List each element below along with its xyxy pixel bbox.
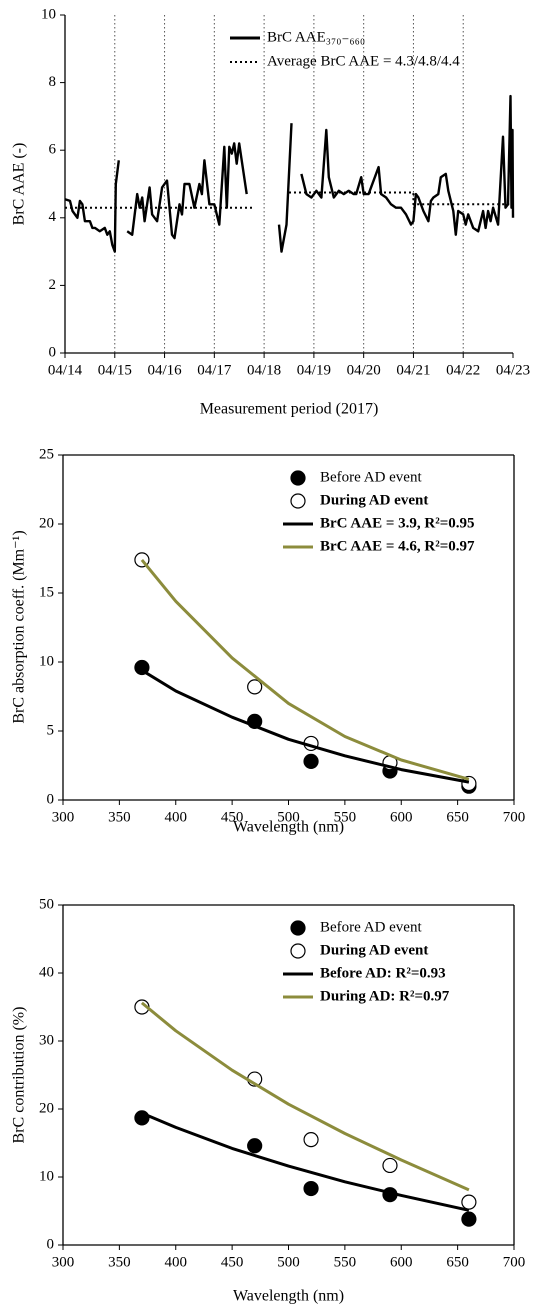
data-point [461, 1194, 477, 1210]
x-tick-label: 04/15 [98, 362, 132, 378]
x-tick-label: 04/22 [446, 362, 480, 378]
data-point [382, 1157, 398, 1174]
y-tick-label: 2 [49, 277, 57, 293]
x-axis-label: Measurement period (2017) [200, 401, 379, 418]
x-tick-label: 500 [277, 1254, 300, 1270]
x-axis-label: Wavelength (nm) [233, 819, 344, 836]
x-tick-label: 550 [334, 1254, 357, 1270]
data-point [461, 1211, 477, 1227]
legend-label: Before AD event [320, 469, 422, 485]
y-axis-label: BrC AAE (-) [11, 143, 28, 226]
data-point [303, 1180, 319, 1197]
data-point [303, 1131, 319, 1148]
y-tick-label: 0 [49, 344, 57, 360]
x-tick-label: 500 [277, 809, 300, 825]
series-line [141, 669, 470, 784]
x-tick-label: 04/14 [48, 362, 83, 378]
y-tick-label: 20 [39, 1100, 54, 1116]
x-tick-label: 550 [334, 809, 357, 825]
data-point [303, 753, 319, 769]
series-line [141, 1111, 470, 1212]
y-tick-label: 10 [39, 1168, 54, 1184]
y-tick-label: 15 [39, 584, 54, 600]
y-tick-label: 25 [39, 446, 54, 462]
y-tick-label: 8 [49, 74, 57, 90]
series-line [65, 191, 513, 209]
x-tick-label: 04/18 [247, 362, 281, 378]
y-axis-label: BrC contribution (%) [11, 1007, 28, 1144]
legend-label: BrC AAE = 4.6, R²=0.97 [320, 538, 475, 554]
y-tick-label: 6 [49, 142, 57, 158]
legend-swatch [290, 920, 306, 936]
y-axis-label: BrC absorption coeff. (Mm⁻¹) [11, 530, 28, 723]
y-tick-label: 0 [47, 1236, 55, 1252]
x-tick-label: 400 [165, 1254, 188, 1270]
y-tick-label: 30 [39, 1032, 54, 1048]
data-point [134, 1110, 150, 1126]
y-tick-label: 10 [41, 6, 56, 22]
legend-label: BrC AAE = 3.9, R²=0.95 [320, 515, 475, 531]
x-tick-label: 04/19 [297, 362, 331, 378]
x-tick-label: 04/16 [147, 362, 182, 378]
legend-label: During AD event [320, 492, 428, 508]
legend-swatch [290, 470, 306, 486]
x-tick-label: 600 [390, 809, 413, 825]
x-axis-label: Wavelength (nm) [233, 1288, 344, 1305]
x-tick-label: 700 [503, 809, 526, 825]
x-tick-label: 04/23 [496, 362, 530, 378]
y-tick-label: 40 [39, 964, 54, 980]
x-tick-label: 650 [446, 1254, 469, 1270]
data-point [247, 1138, 263, 1154]
legend-swatch [290, 493, 306, 509]
legend-label: BrC AAE₃₇₀₋₆₆₀ [267, 29, 365, 45]
x-tick-label: 300 [52, 809, 75, 825]
x-tick-label: 04/20 [347, 362, 381, 378]
series-line [64, 94, 515, 253]
legend-label: During AD: R²=0.97 [320, 988, 450, 1004]
x-tick-label: 04/17 [197, 362, 232, 378]
x-tick-label: 450 [221, 809, 244, 825]
x-tick-label: 450 [221, 1254, 244, 1270]
series-line [140, 1001, 470, 1192]
x-tick-label: 300 [52, 1254, 75, 1270]
y-tick-label: 5 [47, 722, 55, 738]
y-tick-label: 20 [39, 515, 54, 531]
legend-label: Before AD: R²=0.93 [320, 965, 446, 981]
legend-swatch [290, 943, 306, 959]
y-tick-label: 10 [39, 653, 54, 669]
y-tick-label: 50 [39, 896, 54, 912]
x-tick-label: 04/21 [396, 362, 430, 378]
x-tick-label: 350 [108, 1254, 131, 1270]
data-point [247, 679, 263, 695]
y-tick-label: 4 [49, 209, 57, 225]
legend-label: During AD event [320, 942, 428, 958]
x-tick-label: 350 [108, 809, 131, 825]
x-tick-label: 700 [503, 1254, 526, 1270]
series-line [140, 558, 470, 781]
y-tick-label: 0 [47, 791, 55, 807]
x-tick-label: 400 [165, 809, 188, 825]
legend-label: Before AD event [320, 919, 422, 935]
x-tick-label: 600 [390, 1254, 413, 1270]
legend-label: Average BrC AAE = 4.3/4.8/4.4 [267, 53, 460, 69]
x-tick-label: 650 [446, 809, 469, 825]
